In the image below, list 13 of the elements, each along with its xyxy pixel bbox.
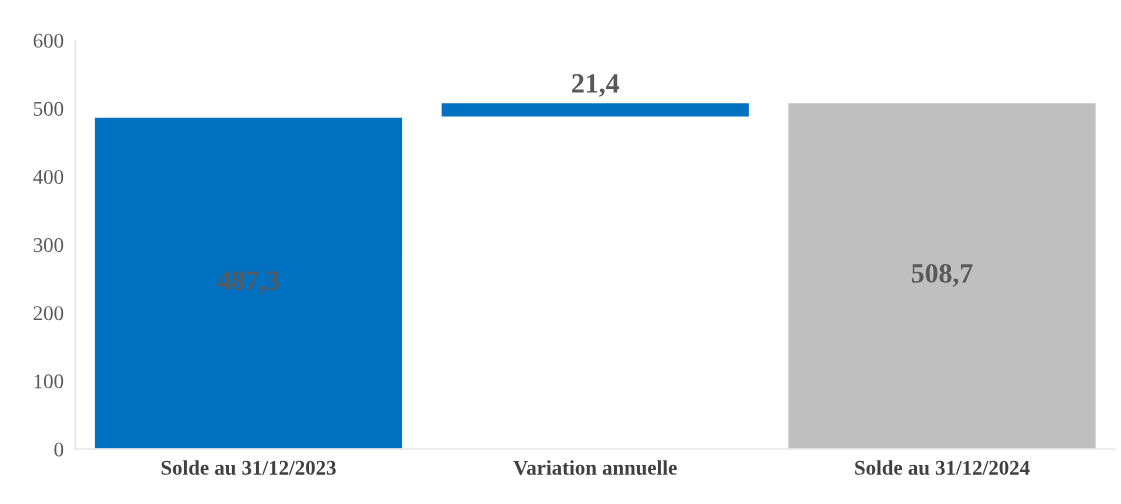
x-tick-label: Solde au 31/12/2023 [161,460,336,475]
y-tick-label: 400 [33,169,64,184]
y-tick-label: 300 [33,238,64,253]
x-tick-label: Solde au 31/12/2024 [855,460,1030,475]
data-label: 21,4 [572,74,620,97]
y-tick-label: 100 [34,374,64,389]
y-tick-label: 200 [33,306,64,321]
data-label: 487,3 [217,271,279,295]
data-label: 508,7 [911,264,973,287]
y-tick-label: 0 [54,442,64,457]
y-tick-label: 500 [33,101,64,116]
y-tick-label: 600 [33,33,64,48]
x-tick-label: Variation annuelle [513,460,677,475]
